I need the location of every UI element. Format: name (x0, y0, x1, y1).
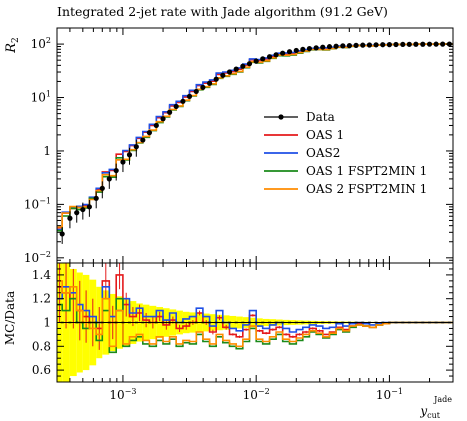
data-point (413, 41, 419, 47)
series-line-oas-2-fspt2min-1 (57, 43, 453, 228)
y-axis-label-main: R2 (4, 37, 21, 54)
data-point (373, 42, 379, 48)
data-point (366, 42, 373, 48)
data-point (113, 167, 119, 174)
data-point (140, 137, 146, 143)
data-point (386, 42, 393, 48)
legend-label: OAS 2 FSPT2MIN 1 (306, 182, 427, 196)
y-tick-label: 101 (31, 90, 51, 105)
data-point (426, 41, 433, 47)
data-point (393, 41, 399, 48)
ratio-y-tick-label: 1.4 (32, 268, 51, 282)
data-point (93, 195, 99, 201)
data-point (180, 98, 186, 104)
x-axis-label-symbol: y (419, 404, 427, 418)
y-tick-label: 10−1 (24, 196, 51, 211)
data-point (167, 109, 173, 115)
x-tick-label: 10−2 (243, 387, 270, 402)
data-point (80, 206, 86, 213)
legend-label: OAS 1 FSPT2MIN 1 (306, 164, 427, 178)
data-point (240, 63, 246, 69)
legend: Data OAS 1 OAS2 OAS 1 FSPT2MIN 1 OAS 2 FSPT2… (264, 110, 427, 196)
data-point (213, 76, 219, 82)
y-axis-label-ratio: MC/Data (3, 291, 17, 345)
data-point (286, 49, 293, 55)
ratio-panel-layer (57, 263, 453, 382)
data-point (233, 66, 239, 72)
legend-label: OAS 1 (306, 128, 344, 142)
chart-title: Integrated 2-jet rate with Jade algorith… (57, 4, 388, 19)
main-series-layer (57, 41, 453, 244)
x-axis-label: ycut (419, 404, 440, 420)
data-point (206, 80, 213, 86)
x-tick-label: 10−1 (376, 387, 403, 402)
y-tick-label: 102 (31, 36, 51, 51)
data-point (133, 144, 139, 150)
data-point (193, 88, 199, 95)
data-point (99, 185, 105, 191)
y-tick-label: 1 (43, 144, 51, 158)
series-line-oas-1-fspt2min-1 (57, 43, 453, 232)
ratio-line-oas-2-fspt2min-1 (57, 280, 453, 348)
data-point (173, 103, 179, 110)
legend-label: OAS2 (306, 146, 340, 160)
data-point (320, 44, 326, 50)
data-point (326, 44, 333, 50)
data-point (433, 41, 439, 47)
series-line-oas2 (57, 43, 453, 231)
data-point (67, 215, 73, 221)
data-point (353, 42, 359, 48)
y-tick-label: 10−2 (24, 250, 51, 265)
data-point (246, 61, 253, 67)
data-point (280, 50, 286, 56)
data-point (200, 84, 206, 90)
ratio-y-tick-label: 0.8 (32, 339, 51, 353)
data-point (340, 43, 346, 49)
x-axis-label-subscript: cut (427, 411, 441, 420)
data-point (86, 204, 92, 210)
x-tick-label: 10−3 (109, 387, 136, 402)
data-point (266, 54, 273, 60)
legend-marker (278, 114, 284, 120)
ratio-y-tick-label: 1.2 (32, 292, 51, 306)
data-point (106, 176, 112, 182)
data-point (253, 58, 259, 64)
x-axis-label-superscript: Jade (433, 395, 452, 404)
ratio-y-tick-label: 1 (43, 316, 51, 330)
data-point (293, 47, 299, 54)
data-point (146, 130, 153, 136)
data-point (440, 41, 446, 47)
data-point (400, 41, 406, 48)
data-point (226, 69, 233, 75)
legend-label: Data (306, 110, 335, 124)
data-point (300, 46, 306, 53)
data-point (346, 43, 353, 49)
data-point (406, 41, 412, 47)
data-point (360, 42, 366, 48)
data-point (333, 43, 339, 49)
data-point (313, 45, 319, 51)
data-point (260, 56, 266, 62)
series-line-oas-1 (57, 43, 453, 229)
data-point (420, 41, 426, 47)
y-axis-label-main-subscript: 2 (11, 37, 21, 43)
data-point (273, 52, 279, 58)
data-point (306, 45, 313, 52)
data-point (126, 152, 133, 158)
data-point (153, 122, 159, 129)
axes-layer: 10−3 10−2 10−1 102 101 1 10−1 10−2 0.6 0.8 1 1.2 1.4 (24, 27, 454, 402)
data-point (74, 210, 80, 216)
data-point (160, 116, 166, 122)
data-point (380, 42, 386, 48)
ratio-y-tick-label: 0.6 (32, 363, 51, 377)
data-point (220, 72, 226, 78)
data-point (120, 159, 126, 165)
data-point (186, 93, 193, 99)
y-axis-label-main-symbol: R (4, 43, 19, 54)
